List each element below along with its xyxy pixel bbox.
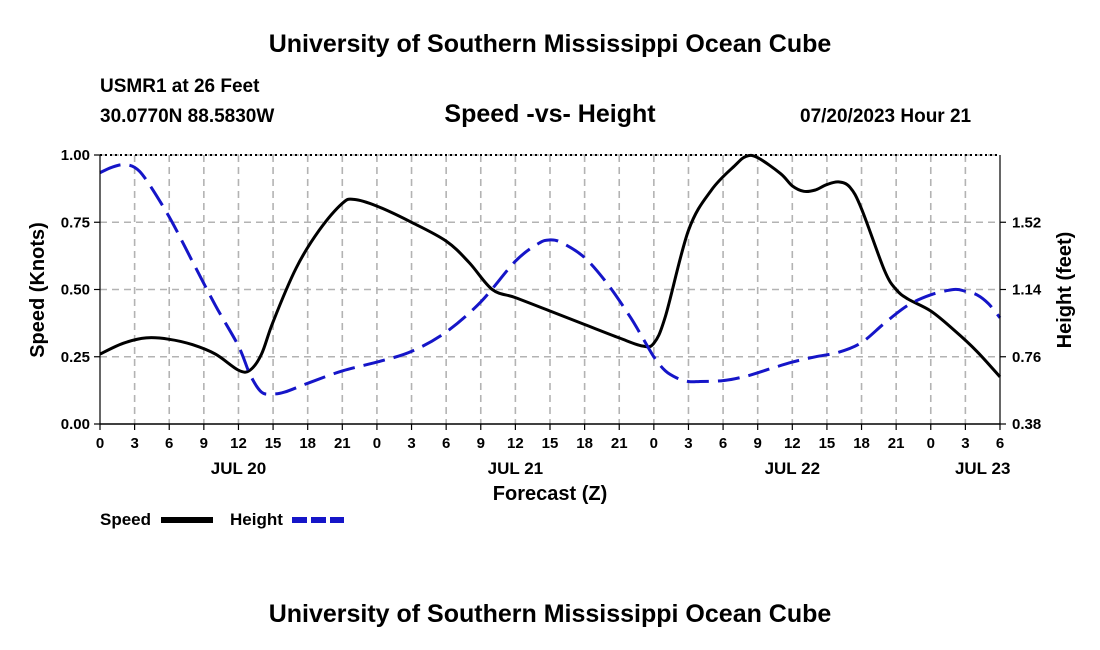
x-tick-label: 12 xyxy=(507,435,524,452)
date-label: JUL 22 xyxy=(765,459,820,478)
x-tick-label: 6 xyxy=(165,435,173,452)
y-axis-label: Speed (Knots) xyxy=(27,222,49,358)
x-tick-label: 18 xyxy=(299,435,316,452)
x-tick-label: 15 xyxy=(542,435,559,452)
x-tick-label: 15 xyxy=(265,435,282,452)
date-label: JUL 21 xyxy=(488,459,543,478)
y-tick-label: 1.00 xyxy=(61,147,90,164)
x-axis-label: Forecast (Z) xyxy=(493,483,607,505)
y2-tick-label: 1.52 xyxy=(1012,214,1041,231)
legend-speed-label: Speed xyxy=(100,510,151,529)
y-tick-label: 0.25 xyxy=(61,349,90,366)
y2-tick-label: 0.38 xyxy=(1012,416,1041,433)
x-tick-label: 0 xyxy=(927,435,935,452)
date-label: JUL 23 xyxy=(955,459,1010,478)
footer-title: University of Southern Mississippi Ocean… xyxy=(268,600,832,628)
y2-tick-label: 0.76 xyxy=(1012,349,1041,366)
y2-axis-label: Height (feet) xyxy=(1054,232,1076,349)
series-height-line xyxy=(99,163,1002,396)
x-tick-label: 3 xyxy=(130,435,138,452)
x-tick-label: 6 xyxy=(996,435,1004,452)
x-tick-label: 18 xyxy=(576,435,593,452)
legend: Speed Height xyxy=(100,510,344,529)
y-tick-label: 0.50 xyxy=(61,282,90,299)
x-tick-label: 21 xyxy=(611,435,628,452)
station-label: USMR1 at 26 Feet xyxy=(100,76,260,97)
x-tick-label: 0 xyxy=(650,435,658,452)
x-tick-label: 3 xyxy=(407,435,415,452)
x-tick-label: 12 xyxy=(784,435,801,452)
x-tick-label: 9 xyxy=(754,435,762,452)
x-tick-label: 9 xyxy=(200,435,208,452)
x-tick-label: 21 xyxy=(888,435,905,452)
y-tick-label: 0.00 xyxy=(61,416,90,433)
x-tick-label: 3 xyxy=(684,435,692,452)
x-tick-label: 21 xyxy=(334,435,351,452)
x-tick-label: 9 xyxy=(477,435,485,452)
grid-lines xyxy=(100,154,1000,424)
x-tick-label: 0 xyxy=(373,435,381,452)
x-tick-label: 0 xyxy=(96,435,104,452)
axis-ticks: 0 3 6 9 12 15 18 21 0 3 6 9 12 15 18 21 0 3 6 9 12 15 18 21 0 3 6 J… xyxy=(61,147,1042,478)
x-tick-label: 6 xyxy=(442,435,450,452)
x-tick-label: 15 xyxy=(819,435,836,452)
coordinates-label: 30.0770N 88.5830W xyxy=(100,106,275,127)
legend-height-label: Height xyxy=(230,510,283,529)
series-speed-line xyxy=(99,153,1002,378)
x-tick-label: 18 xyxy=(853,435,870,452)
x-tick-label: 3 xyxy=(961,435,969,452)
date-label: JUL 20 xyxy=(211,459,266,478)
y-tick-label: 0.75 xyxy=(61,214,90,231)
series-layer xyxy=(99,153,1002,396)
x-tick-label: 12 xyxy=(230,435,247,452)
y2-tick-label: 1.14 xyxy=(1012,282,1042,299)
chart-date-label: 07/20/2023 Hour 21 xyxy=(800,106,972,127)
x-tick-label: 6 xyxy=(719,435,727,452)
chart-title: Speed -vs- Height xyxy=(444,100,656,128)
main-title: University of Southern Mississippi Ocean… xyxy=(268,30,832,58)
